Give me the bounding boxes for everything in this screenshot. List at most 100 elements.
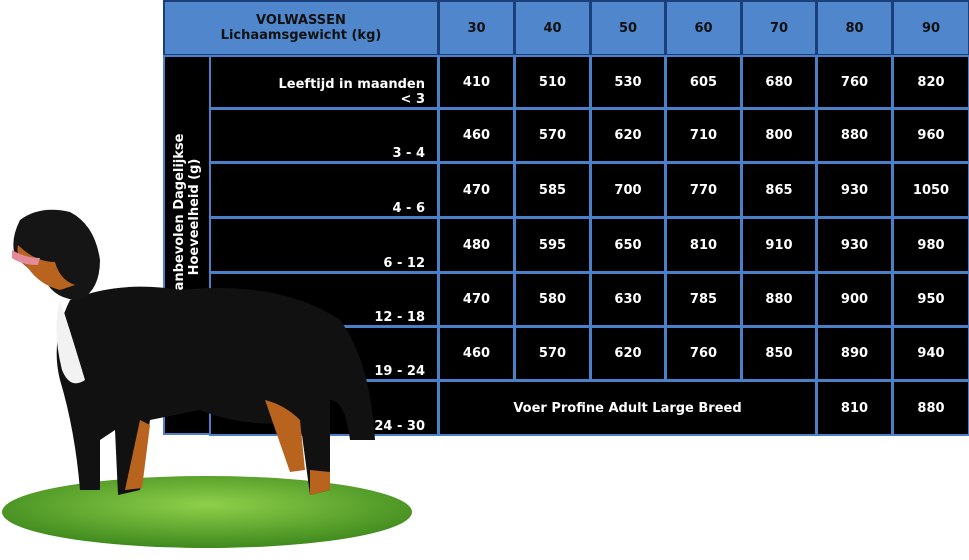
value-cell-text: 770 xyxy=(689,182,718,198)
weight-header-text: 70 xyxy=(769,20,789,36)
value-cell-text: 700 xyxy=(614,182,642,198)
value-cell: 700 xyxy=(590,162,666,218)
value-cell: 910 xyxy=(741,217,817,273)
value-cell: 650 xyxy=(590,217,666,273)
value-cell-text: 710 xyxy=(689,128,718,143)
dog-illustration xyxy=(2,209,412,548)
value-cell-text: 620 xyxy=(614,128,642,143)
value-cell-text: 605 xyxy=(689,74,718,90)
weight-header-text: 80 xyxy=(845,20,864,36)
value-cell-text: 570 xyxy=(538,128,567,143)
value-cell: 605 xyxy=(665,55,742,109)
value-cell-text: 760 xyxy=(840,74,869,90)
value-cell: 470 xyxy=(438,272,515,327)
age-cell-text: 6 - 12 xyxy=(383,256,425,271)
header-title-text: Lichaamsgewicht (kg) xyxy=(220,28,382,43)
value-cell-text: 470 xyxy=(462,292,491,307)
note-cell-text: Voer Profine Adult Large Breed xyxy=(513,400,742,416)
age-cell-text: 19 - 24 xyxy=(374,364,425,379)
value-cell: 460 xyxy=(438,326,515,381)
value-cell: 950 xyxy=(892,272,969,327)
value-cell-text: 865 xyxy=(765,182,793,198)
value-cell-text: 810 xyxy=(840,400,869,416)
value-cell-text: 980 xyxy=(917,237,945,253)
weight-header: 30 xyxy=(438,0,515,56)
value-cell: 930 xyxy=(816,217,893,273)
value-cell: 770 xyxy=(665,162,742,218)
header-title: VOLWASSEN Lichaamsgewicht (kg) xyxy=(163,0,439,56)
value-cell-text: 510 xyxy=(538,74,567,90)
weight-header: 80 xyxy=(816,0,893,56)
value-cell: 880 xyxy=(816,108,893,163)
weight-header-text: 90 xyxy=(921,20,941,36)
weight-header-text: 30 xyxy=(467,20,486,36)
value-cell-text: 470 xyxy=(462,182,491,198)
value-cell-text: 480 xyxy=(462,237,491,253)
value-cell: 570 xyxy=(514,326,591,381)
header-title-text: VOLWASSEN xyxy=(256,13,346,28)
value-cell-text: 570 xyxy=(538,346,567,361)
note-cell: Voer Profine Adult Large Breed xyxy=(438,380,817,436)
value-cell-text: 850 xyxy=(765,346,793,361)
value-cell: 530 xyxy=(590,55,666,109)
value-cell: 900 xyxy=(816,272,893,327)
age-cell-text: < 3 xyxy=(400,92,425,107)
value-cell: 470 xyxy=(438,162,515,218)
value-cell-text: 410 xyxy=(462,74,491,90)
age-cell: Leeftijd in maanden < 3 xyxy=(209,55,439,109)
value-cell: 1050 xyxy=(892,162,969,218)
value-cell-text: 880 xyxy=(840,128,869,143)
weight-header-text: 40 xyxy=(543,20,562,36)
value-cell: 930 xyxy=(816,162,893,218)
value-cell: 620 xyxy=(590,108,666,163)
value-cell-text: 595 xyxy=(538,237,567,253)
age-cell: 3 - 4 xyxy=(209,108,439,163)
value-cell: 800 xyxy=(741,108,817,163)
value-cell-text: 460 xyxy=(462,128,491,143)
weight-header-text: 50 xyxy=(618,20,638,36)
value-cell: 980 xyxy=(892,217,969,273)
value-cell-text: 680 xyxy=(765,74,793,90)
value-cell-text: 650 xyxy=(614,237,642,253)
age-cell-text: 4 - 6 xyxy=(392,201,425,216)
value-cell: 595 xyxy=(514,217,591,273)
value-cell-text: 630 xyxy=(614,292,642,307)
value-cell: 460 xyxy=(438,108,515,163)
value-cell: 880 xyxy=(892,380,969,436)
age-cell-text: 12 - 18 xyxy=(374,310,425,325)
age-cell-text: 24 - 30 xyxy=(374,419,425,434)
value-cell: 960 xyxy=(892,108,969,163)
value-cell: 710 xyxy=(665,108,742,163)
value-cell-text: 585 xyxy=(538,182,567,198)
value-cell: 585 xyxy=(514,162,591,218)
value-cell-text: 1050 xyxy=(912,182,950,198)
value-cell: 510 xyxy=(514,55,591,109)
value-cell: 630 xyxy=(590,272,666,327)
value-cell: 850 xyxy=(741,326,817,381)
value-cell-text: 580 xyxy=(538,292,567,307)
weight-header: 70 xyxy=(741,0,817,56)
value-cell: 890 xyxy=(816,326,893,381)
value-cell: 810 xyxy=(665,217,742,273)
value-cell-text: 760 xyxy=(689,346,718,361)
value-cell: 620 xyxy=(590,326,666,381)
value-cell-text: 940 xyxy=(917,346,945,361)
value-cell: 865 xyxy=(741,162,817,218)
value-cell-text: 890 xyxy=(840,346,869,361)
value-cell: 940 xyxy=(892,326,969,381)
value-cell: 785 xyxy=(665,272,742,327)
value-cell-text: 930 xyxy=(840,182,869,198)
value-cell-text: 900 xyxy=(840,292,869,307)
value-cell-text: 810 xyxy=(689,237,718,253)
value-cell: 810 xyxy=(816,380,893,436)
value-cell: 680 xyxy=(741,55,817,109)
value-cell: 760 xyxy=(816,55,893,109)
weight-header: 60 xyxy=(665,0,742,56)
value-cell: 570 xyxy=(514,108,591,163)
value-cell-text: 880 xyxy=(917,400,945,416)
value-cell-text: 950 xyxy=(917,292,945,307)
value-cell-text: 620 xyxy=(614,346,642,361)
value-cell-text: 785 xyxy=(689,292,718,307)
value-cell: 410 xyxy=(438,55,515,109)
